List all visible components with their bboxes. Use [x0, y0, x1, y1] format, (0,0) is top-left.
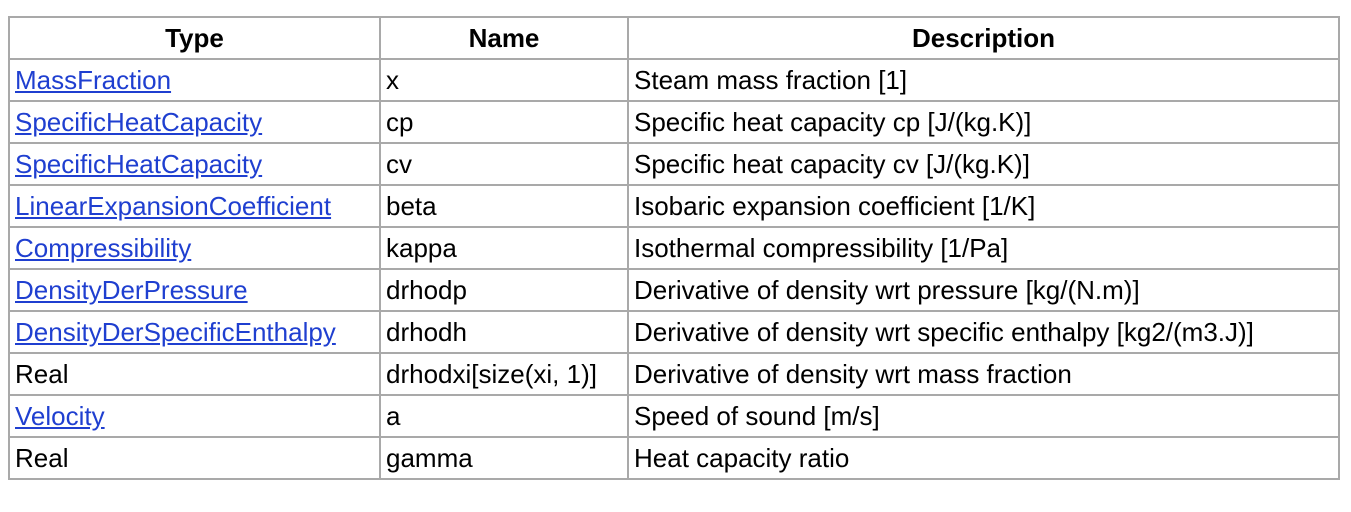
name-cell: x	[379, 58, 629, 102]
name-cell: beta	[379, 184, 629, 228]
name-cell: a	[379, 394, 629, 438]
table-row: Compressibility kappa Isothermal compres…	[8, 226, 1340, 270]
description-cell: Specific heat capacity cv [J/(kg.K)]	[627, 142, 1340, 186]
type-cell: Velocity	[8, 394, 381, 438]
table-row: SpecificHeatCapacity cv Specific heat ca…	[8, 142, 1340, 186]
type-link[interactable]: SpecificHeatCapacity	[15, 148, 263, 179]
name-cell: cv	[379, 142, 629, 186]
table-row: DensityDerSpecificEnthalpy drhodh Deriva…	[8, 310, 1340, 354]
table-row: Real drhodxi[size(xi, 1)] Derivative of …	[8, 352, 1340, 396]
type-cell: Compressibility	[8, 226, 381, 270]
description-cell: Heat capacity ratio	[627, 436, 1340, 480]
description-cell: Isothermal compressibility [1/Pa]	[627, 226, 1340, 270]
description-cell: Derivative of density wrt mass fraction	[627, 352, 1340, 396]
description-cell: Steam mass fraction [1]	[627, 58, 1340, 102]
name-cell: drhodp	[379, 268, 629, 312]
type-cell: Real	[8, 436, 381, 480]
type-link[interactable]: DensityDerPressure	[15, 274, 248, 305]
type-cell: SpecificHeatCapacity	[8, 100, 381, 144]
table-header-row: Type Name Description	[8, 16, 1340, 60]
type-link[interactable]: DensityDerSpecificEnthalpy	[15, 316, 336, 347]
description-cell: Speed of sound [m/s]	[627, 394, 1340, 438]
type-cell: DensityDerPressure	[8, 268, 381, 312]
name-cell: kappa	[379, 226, 629, 270]
type-cell: DensityDerSpecificEnthalpy	[8, 310, 381, 354]
table-body: MassFraction x Steam mass fraction [1] S…	[8, 58, 1340, 480]
variables-table-container: Type Name Description MassFraction x Ste…	[8, 16, 1340, 480]
table-row: Velocity a Speed of sound [m/s]	[8, 394, 1340, 438]
type-link[interactable]: Velocity	[15, 400, 105, 431]
name-cell: drhodxi[size(xi, 1)]	[379, 352, 629, 396]
table-row: MassFraction x Steam mass fraction [1]	[8, 58, 1340, 102]
description-cell: Isobaric expansion coefficient [1/K]	[627, 184, 1340, 228]
type-cell: Real	[8, 352, 381, 396]
variables-table: Type Name Description MassFraction x Ste…	[8, 16, 1340, 480]
type-link[interactable]: Compressibility	[15, 232, 192, 263]
type-cell: LinearExpansionCoefficient	[8, 184, 381, 228]
header-description: Description	[627, 16, 1340, 60]
description-cell: Derivative of density wrt specific entha…	[627, 310, 1340, 354]
table-row: Real gamma Heat capacity ratio	[8, 436, 1340, 480]
name-cell: cp	[379, 100, 629, 144]
type-link[interactable]: LinearExpansionCoefficient	[15, 190, 332, 221]
header-type: Type	[8, 16, 381, 60]
table-row: SpecificHeatCapacity cp Specific heat ca…	[8, 100, 1340, 144]
name-cell: gamma	[379, 436, 629, 480]
table-row: DensityDerPressure drhodp Derivative of …	[8, 268, 1340, 312]
table-row: LinearExpansionCoefficient beta Isobaric…	[8, 184, 1340, 228]
name-cell: drhodh	[379, 310, 629, 354]
type-link[interactable]: SpecificHeatCapacity	[15, 106, 263, 137]
type-cell: MassFraction	[8, 58, 381, 102]
description-cell: Specific heat capacity cp [J/(kg.K)]	[627, 100, 1340, 144]
type-link[interactable]: MassFraction	[15, 64, 172, 95]
header-name: Name	[379, 16, 629, 60]
type-cell: SpecificHeatCapacity	[8, 142, 381, 186]
description-cell: Derivative of density wrt pressure [kg/(…	[627, 268, 1340, 312]
